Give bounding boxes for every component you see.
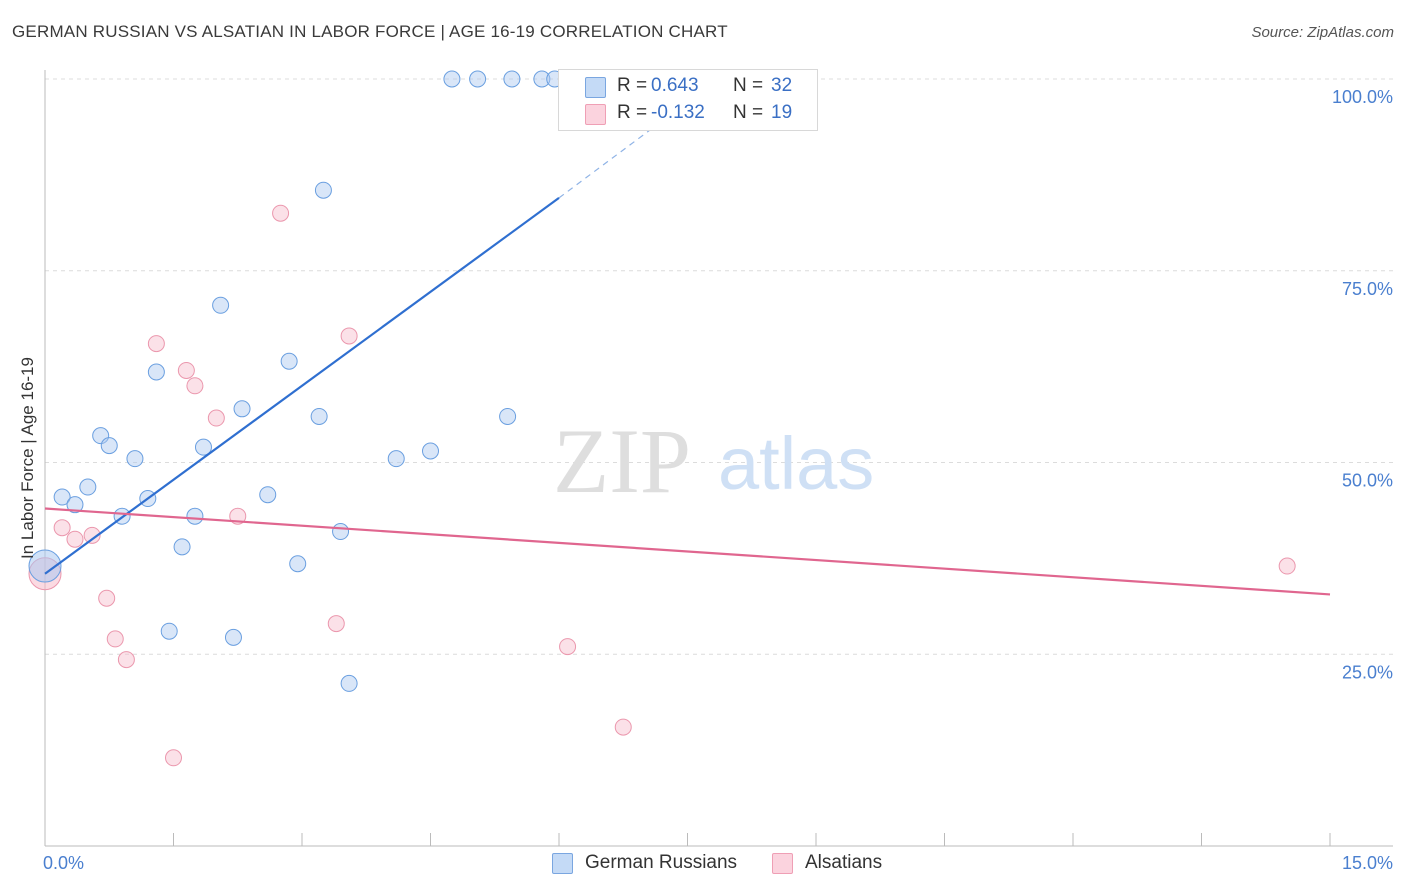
x-tick-labels: 0.0% 15.0% [43, 853, 1393, 873]
y-tick-labels: 25.0% 50.0% 75.0% 100.0% [1332, 87, 1393, 682]
german-russians-point [533, 70, 551, 88]
x-tick-label-max: 15.0% [1342, 853, 1393, 873]
german-russians-point [503, 70, 521, 88]
alsatians-point [1278, 557, 1296, 575]
x-tick-label-min: 0.0% [43, 853, 84, 873]
alsatians-point [340, 327, 358, 345]
german-russians-point [79, 478, 97, 496]
german-russians-point [194, 438, 212, 456]
r-value: 0.643 [651, 75, 699, 96]
alsatians-point [83, 526, 101, 544]
r-value: -0.132 [651, 102, 705, 123]
alsatians-point [66, 530, 84, 548]
alsatians-point [207, 409, 225, 427]
y-tick-label: 50.0% [1342, 471, 1393, 491]
alsatians-point [53, 519, 71, 537]
german-russians-point [160, 622, 178, 640]
german-russians-point [443, 70, 461, 88]
alsatians-point [614, 718, 632, 736]
german-russians-point [212, 296, 230, 314]
german-russians-swatch [585, 77, 606, 98]
german-russians-point [332, 523, 350, 541]
alsatians-point [327, 615, 345, 633]
alsatians-point [117, 651, 135, 669]
german-russians-point [314, 181, 332, 199]
german-russians-point [289, 555, 307, 573]
y-axis-label: In Labor Force | Age 16-19 [18, 357, 37, 559]
alsatians-point [147, 335, 165, 353]
watermark-atlas: atlas [718, 422, 874, 505]
grid-lines [45, 78, 1393, 655]
n-value: 19 [771, 102, 793, 123]
x-tick-marks [173, 833, 1331, 846]
german-russians-legend-swatch [552, 853, 573, 874]
german-russians-point [173, 538, 191, 556]
r-label: R = [617, 102, 648, 123]
alsatians-point [177, 361, 195, 379]
german-russians-point [422, 442, 439, 460]
german-russians-point [469, 70, 487, 88]
axes [44, 70, 1393, 847]
german-russians-point [100, 437, 118, 455]
y-tick-label: 100.0% [1332, 87, 1393, 107]
watermark-zip: ZIP [553, 410, 691, 512]
source-credit: Source: ZipAtlas.com [1251, 24, 1394, 41]
german-russians-point [259, 486, 277, 504]
chart-title: GERMAN RUSSIAN VS ALSATIAN IN LABOR FORC… [12, 22, 728, 41]
alsatians-point [559, 638, 577, 656]
n-label: N = [733, 75, 764, 96]
n-label: N = [733, 102, 764, 123]
alsatians-point [272, 204, 290, 222]
german-russians-trend-line [44, 196, 560, 575]
german-russians-point [499, 407, 517, 425]
german-russians-point [280, 352, 298, 370]
alsatians-point [98, 589, 116, 607]
alsatians-trend-line [44, 507, 1331, 596]
watermark: ZIP atlas [553, 410, 874, 512]
german-russians-point [66, 496, 84, 514]
alsatians-legend-swatch [772, 853, 793, 874]
alsatians-point [106, 630, 124, 648]
alsatians-point [186, 377, 204, 395]
german-russians-point [53, 488, 71, 506]
german-russians-point [224, 628, 242, 646]
german-russians-point [310, 407, 328, 425]
german-russians-point [233, 400, 251, 418]
trend-lines [44, 101, 1331, 596]
legend-label: Alsatians [805, 852, 883, 873]
german-russians-point [387, 450, 405, 468]
n-value: 32 [771, 75, 793, 96]
alsatians-point [165, 749, 182, 767]
german-russians-point [126, 450, 144, 468]
r-label: R = [617, 75, 648, 96]
german-russians-point [28, 549, 62, 583]
legend-label: German Russians [585, 852, 738, 873]
stats-legend: R = 0.643 N = 32 R = -0.132 N = 19 [558, 69, 818, 131]
y-tick-label: 75.0% [1342, 279, 1393, 299]
series-german-russians-points [28, 70, 564, 692]
y-tick-label: 25.0% [1342, 662, 1393, 682]
german-russians-point [186, 507, 204, 525]
german-russians-point [147, 363, 165, 381]
alsatians-swatch [585, 104, 606, 125]
german-russians-point [340, 674, 358, 692]
